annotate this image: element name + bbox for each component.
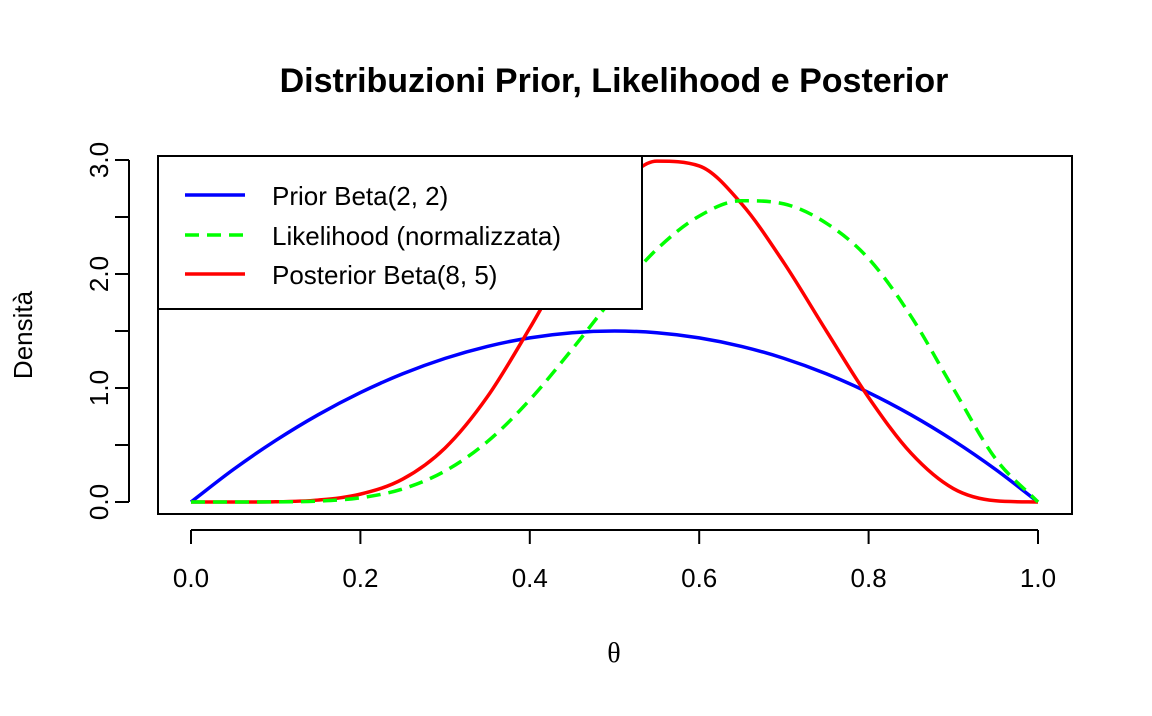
- y-tick-label: 2.0: [84, 256, 114, 292]
- legend: Prior Beta(2, 2) Likelihood (normalizzat…: [157, 155, 643, 310]
- y-axis: 0.0 1.0 2.0 3.0: [84, 142, 130, 520]
- x-tick-label: 0.6: [681, 563, 717, 593]
- x-axis: 0.0 0.2 0.4 0.6 0.8 1.0: [173, 529, 1056, 593]
- x-tick-label: 1.0: [1020, 563, 1056, 593]
- series-prior-line: [189, 329, 1040, 504]
- x-axis-label: θ: [607, 638, 620, 669]
- x-tick-label: 0.0: [173, 563, 209, 593]
- x-tick-label: 0.8: [851, 563, 887, 593]
- x-tick-label: 0.4: [512, 563, 548, 593]
- legend-label-prior: Prior Beta(2, 2): [272, 181, 448, 211]
- y-axis-label: Densità: [8, 290, 38, 379]
- y-tick-label: 0.0: [84, 484, 114, 520]
- legend-label-posterior: Posterior Beta(8, 5): [272, 260, 497, 290]
- legend-box: [157, 155, 643, 310]
- legend-label-likelihood: Likelihood (normalizzata): [272, 221, 561, 251]
- y-tick-label: 1.0: [84, 370, 114, 406]
- x-tick-label: 0.2: [342, 563, 378, 593]
- y-tick-label: 3.0: [84, 142, 114, 178]
- chart-title: Distribuzioni Prior, Likelihood e Poster…: [280, 62, 949, 100]
